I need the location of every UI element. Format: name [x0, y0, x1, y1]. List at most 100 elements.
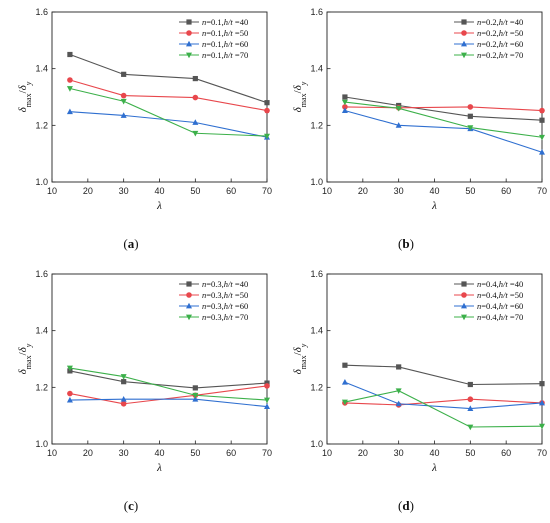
panel-caption-b-letter: b	[402, 236, 410, 251]
y-axis-label: δmax/δy	[17, 81, 33, 112]
data-point-s3-p0	[66, 365, 73, 372]
data-point-s1-p0	[67, 390, 73, 397]
x-tick-label: 50	[190, 448, 200, 458]
series-line-1	[344, 106, 543, 112]
data-point-s1-p1	[120, 92, 127, 99]
series-line-2	[344, 110, 543, 153]
series-line-0	[344, 364, 543, 386]
legend-label-1: n=0.1,h/t =50	[202, 28, 248, 38]
legend-marker-0	[186, 281, 192, 287]
legend-marker-3	[461, 52, 467, 59]
data-point-s2-p0	[341, 379, 348, 385]
legend-label-3: n=0.3,h/t =70	[202, 312, 248, 322]
y-tick-label: 1.0	[310, 177, 323, 187]
series-line-3	[344, 101, 543, 138]
legend-marker-1	[186, 292, 192, 298]
data-point-s2-p2	[192, 396, 199, 402]
x-tick-label: 10	[322, 448, 332, 458]
data-point-s0-p2	[467, 113, 473, 119]
x-tick-label: 60	[501, 448, 511, 458]
data-point-s0-p1	[121, 379, 127, 385]
data-point-s2-p3	[264, 403, 270, 409]
y-tick-label: 1.0	[35, 439, 48, 449]
legend-label-0: n=0.3,h/t =40	[202, 279, 248, 289]
data-point-s1-p3	[539, 107, 545, 114]
data-point-s2-p2	[467, 405, 474, 411]
legend-label-1: n=0.2,h/t =50	[477, 28, 523, 38]
series-line-3	[69, 87, 268, 137]
y-tick-label: 1.4	[35, 326, 48, 336]
x-tick-label: 20	[83, 448, 93, 458]
data-point-s3-p2	[192, 130, 199, 137]
data-point-s0-p3	[539, 381, 545, 387]
data-point-s1-p0	[67, 77, 73, 83]
x-tick-label: 40	[154, 186, 164, 196]
series-line-0	[69, 53, 268, 104]
x-tick-label: 30	[119, 448, 129, 458]
y-tick-label: 1.6	[35, 7, 48, 17]
data-point-s2-p0	[341, 107, 348, 113]
data-point-s3-p3	[264, 397, 270, 404]
legend-marker-1	[461, 292, 467, 298]
data-point-s3-p1	[395, 105, 402, 112]
legend-marker-2	[186, 302, 192, 309]
panel-caption-a-letter: a	[127, 236, 135, 251]
y-tick-label: 1.2	[310, 120, 323, 130]
x-tick-label: 20	[358, 186, 368, 196]
data-point-s1-p2	[467, 104, 474, 110]
legend-label-1: n=0.3,h/t =50	[202, 290, 248, 300]
series-line-2	[344, 381, 543, 410]
legend-label-3: n=0.1,h/t =70	[202, 50, 248, 60]
x-tick-label: 50	[465, 448, 475, 458]
panel-caption-d: (d)	[398, 498, 414, 513]
legend-label-3: n=0.2,h/t =70	[477, 50, 523, 60]
data-point-s3-p1	[120, 98, 127, 105]
x-axis-label: λ	[431, 200, 437, 212]
y-axis-label: δmax/δy	[292, 81, 308, 112]
series-line-1	[344, 398, 543, 406]
x-tick-label: 60	[501, 186, 511, 196]
data-point-s3-p2	[467, 125, 474, 131]
x-axis-label: λ	[156, 462, 162, 474]
data-point-s0-p3	[264, 380, 270, 386]
data-point-s2-p1	[120, 112, 127, 118]
x-tick-label: 20	[358, 448, 368, 458]
data-point-s0-p0	[342, 94, 348, 100]
legend-marker-2	[461, 40, 467, 47]
data-point-s3-p0	[66, 86, 73, 92]
data-point-s0-p3	[264, 100, 270, 106]
legend-label-2: n=0.2,h/t =60	[477, 39, 523, 49]
data-point-s3-p3	[539, 134, 545, 141]
y-tick-label: 1.2	[35, 382, 48, 392]
x-tick-label: 50	[465, 186, 475, 196]
legend-marker-3	[186, 52, 192, 59]
x-tick-label: 40	[429, 448, 439, 458]
legend-marker-2	[461, 302, 467, 309]
data-point-s0-p0	[67, 51, 73, 58]
data-point-s1-p1	[120, 400, 127, 407]
data-point-s3-p0	[341, 99, 348, 106]
series-line-0	[69, 370, 268, 389]
chart-panel-c: 10 20 30 40 50 60 70 1.0 1.2 1.4 1.6 λ δmax/δy n=0.3,…	[17, 269, 272, 474]
legend-label-2: n=0.4,h/t =60	[477, 301, 523, 311]
legend-marker-3	[461, 314, 467, 321]
x-tick-label: 70	[537, 448, 547, 458]
series-line-1	[69, 79, 268, 112]
y-axis-label: δmax/δy	[17, 343, 33, 374]
legend-marker-2	[186, 40, 192, 47]
panel-caption-c: (c)	[123, 498, 139, 513]
data-point-s3-p1	[120, 374, 127, 380]
data-point-s0-p1	[396, 364, 402, 370]
y-tick-label: 1.4	[310, 326, 323, 336]
panel-caption-a: (a)	[123, 236, 139, 251]
series-line-0	[344, 96, 543, 121]
x-tick-label: 50	[190, 186, 200, 196]
legend-label-2: n=0.3,h/t =60	[202, 301, 248, 311]
x-tick-label: 10	[322, 186, 332, 196]
data-point-s2-p1	[120, 396, 127, 402]
data-point-s0-p2	[192, 75, 198, 82]
data-point-s1-p2	[192, 94, 199, 101]
data-point-s1-p3	[264, 383, 270, 389]
y-tick-label: 1.0	[35, 177, 48, 187]
